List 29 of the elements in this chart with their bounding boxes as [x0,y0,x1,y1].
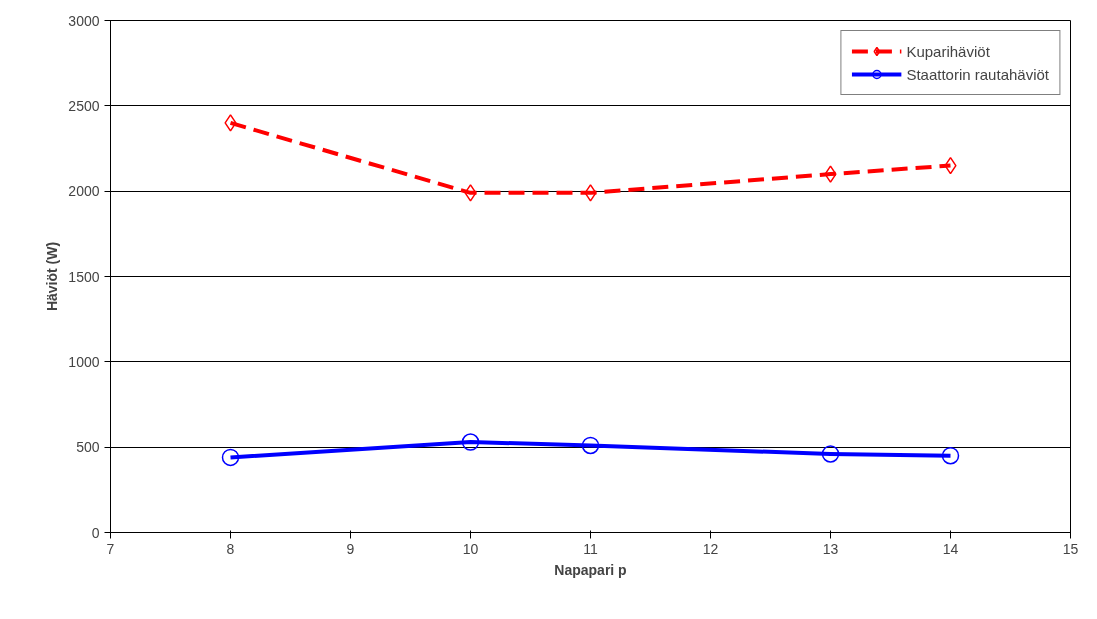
y-tick-label: 500 [76,439,100,456]
x-tick-label: 9 [346,540,355,557]
point [464,184,477,202]
x-tick-label: 13 [822,540,839,557]
y-axis-title: Häviöt (W) [44,241,61,312]
legend-label: Kuparihäviöt [906,42,990,60]
point [821,445,840,463]
point [581,436,600,455]
x-tick-label: 14 [942,540,959,557]
x-tick-label: 8 [226,540,235,557]
y-tick-label: 3000 [68,12,100,29]
x-tick-label: 11 [583,540,598,557]
point [461,433,480,451]
x-axis-title: Napapari p [554,561,627,578]
point [221,448,240,467]
y-tick-label: 1000 [68,353,100,370]
x-tick-label: 10 [462,540,479,557]
point [584,184,597,202]
y-tick-label: 1500 [68,268,100,285]
point [941,446,960,465]
y-tick-label: 2500 [68,97,100,114]
x-tick-label: 12 [702,540,719,557]
point [224,114,237,132]
point [824,165,837,183]
legend-label: Staattorin rautahäviöt [906,65,1049,83]
y-tick-label: 2000 [68,183,100,200]
x-tick-label: 7 [106,540,115,557]
y-tick-label: 0 [91,524,100,541]
x-tick-label: 15 [1062,540,1079,557]
